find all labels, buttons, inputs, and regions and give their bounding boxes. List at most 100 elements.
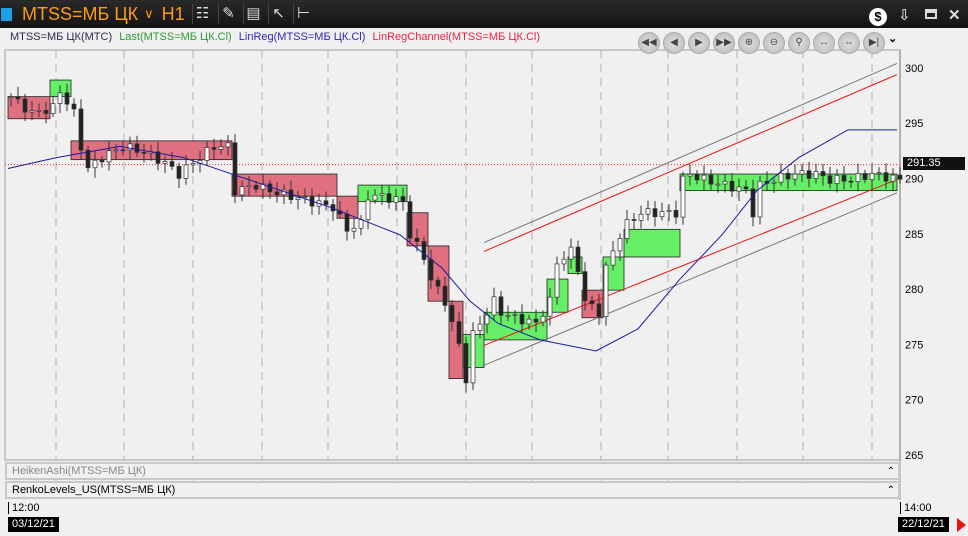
candle-body — [190, 163, 196, 166]
zoom-fit-button[interactable]: ⚲ — [788, 32, 810, 54]
candle-body — [183, 164, 189, 179]
candle-body — [834, 175, 840, 184]
legend-linreg-channel: LinRegChannel(MTSS=МБ ЦК.Cl) — [372, 31, 541, 43]
candle-body — [652, 208, 658, 218]
collapse-chevrons-icon[interactable]: ⌄ — [888, 33, 898, 45]
candle-body — [176, 166, 182, 179]
fast-back-button[interactable]: ◀◀ — [638, 32, 660, 54]
candle-body — [169, 161, 175, 167]
candles-icon[interactable]: ☷ — [192, 4, 212, 24]
chevron-down-icon[interactable]: ∨ — [144, 6, 154, 21]
candle-body — [680, 175, 686, 218]
compress-button[interactable]: ↔ — [813, 32, 835, 54]
chart-navigation: ◀◀ ◀ ▶ ▶▶ ⊕ ⊖ ⚲ ↔ ⇔ ▶| ⌄ — [638, 32, 897, 54]
renko-brick — [623, 228, 681, 258]
heikenashi-label: HeikenAshi(MTSS=МБ ЦК) — [12, 465, 146, 477]
candle-body — [708, 174, 714, 185]
window-icon — [1, 8, 12, 21]
candle-body — [890, 174, 896, 182]
candle-body — [99, 159, 105, 163]
candle-body — [883, 172, 889, 182]
zoom-in-button[interactable]: ⊕ — [738, 32, 760, 54]
forward-button[interactable]: ▶ — [688, 32, 710, 54]
renko-pane[interactable]: RenkoLevels_US(MTSS=МБ ЦК) ⌃ — [5, 481, 900, 499]
candle-body — [869, 173, 875, 180]
timeframe-selector[interactable]: H1 — [161, 4, 185, 24]
back-button[interactable]: ◀ — [663, 32, 685, 54]
linreg-channel-lower-gray — [483, 192, 898, 366]
candle-body — [806, 170, 812, 179]
expand-up-icon[interactable]: ⌃ — [886, 485, 895, 496]
candle-body — [624, 219, 630, 239]
candle-body — [393, 196, 399, 203]
time-end: 14:00 — [900, 502, 932, 514]
price-tick-label: 280 — [905, 284, 923, 296]
zoom-out-button[interactable]: ⊖ — [763, 32, 785, 54]
expand-button[interactable]: ⇔ — [838, 32, 860, 54]
levels-icon[interactable]: ⊢ — [293, 4, 313, 24]
price-tick-label: 285 — [905, 229, 923, 241]
candle-body — [785, 172, 791, 180]
candle-body — [372, 194, 378, 201]
dollar-icon[interactable]: $ — [869, 8, 887, 26]
linreg-channel-upper-gray — [483, 63, 898, 244]
candle-body — [512, 313, 518, 316]
candle-body — [715, 183, 721, 186]
candle-body — [29, 110, 35, 113]
renko-brick — [7, 96, 51, 120]
candle-body — [540, 315, 546, 323]
expand-up-icon[interactable]: ⌃ — [886, 466, 895, 477]
candle-body — [71, 103, 77, 110]
symbol-selector[interactable]: MTSS=МБ ЦК — [22, 4, 139, 24]
candle-body — [22, 98, 28, 113]
candle-body — [477, 323, 483, 331]
candle-body — [85, 149, 91, 169]
candle-body — [659, 211, 665, 218]
candle-body — [50, 103, 56, 114]
end-button[interactable]: ▶| — [863, 32, 885, 54]
candle-body — [141, 152, 147, 154]
candle-body — [113, 149, 119, 152]
candle-body — [43, 110, 49, 114]
scroll-end-arrow-icon[interactable] — [957, 518, 966, 532]
candle-body — [596, 303, 602, 318]
candle-body — [603, 264, 609, 318]
price-tick-label: 275 — [905, 339, 923, 351]
candle-body — [379, 193, 385, 196]
candle-body — [211, 147, 217, 150]
price-tick-label: 300 — [905, 63, 923, 75]
candle-body — [575, 246, 581, 272]
candle-body — [246, 185, 252, 188]
candle-body — [729, 180, 735, 192]
end-date-label: 22/12/21 — [898, 517, 949, 532]
download-icon[interactable]: ⇩ — [898, 7, 911, 24]
candle-body — [414, 237, 420, 242]
candle-body — [134, 143, 140, 153]
candle-body — [827, 175, 833, 184]
candle-body — [421, 241, 427, 260]
candle-body — [351, 227, 357, 232]
candle-body — [519, 313, 525, 325]
candle-body — [449, 305, 455, 322]
candle-body — [407, 201, 413, 239]
maximize-icon[interactable] — [925, 9, 937, 19]
candle-body — [64, 92, 70, 105]
candle-body — [253, 185, 259, 190]
price-tick-label: 295 — [905, 118, 923, 130]
pencil-icon[interactable]: ✎ — [218, 4, 238, 24]
cursor-icon[interactable]: ↖ — [268, 4, 288, 24]
start-date-label: 03/12/21 — [8, 517, 59, 532]
candle-body — [757, 180, 763, 218]
candle-body — [442, 285, 448, 306]
candle-body — [106, 150, 112, 163]
fast-forward-button[interactable]: ▶▶ — [713, 32, 735, 54]
candle-body — [638, 213, 644, 221]
close-icon[interactable]: ✕ — [948, 7, 961, 24]
candle-body — [743, 186, 749, 190]
heikenashi-pane[interactable]: HeikenAshi(MTSS=МБ ЦК) ⌃ — [5, 462, 900, 480]
chart-legend: MTSS=МБ ЦК(MTC) Last(MTSS=МБ ЦК.Cl) LinR… — [10, 31, 544, 43]
indicator-icon[interactable]: ▤ — [243, 4, 263, 24]
candle-body — [554, 263, 560, 298]
candle-body — [862, 173, 868, 180]
